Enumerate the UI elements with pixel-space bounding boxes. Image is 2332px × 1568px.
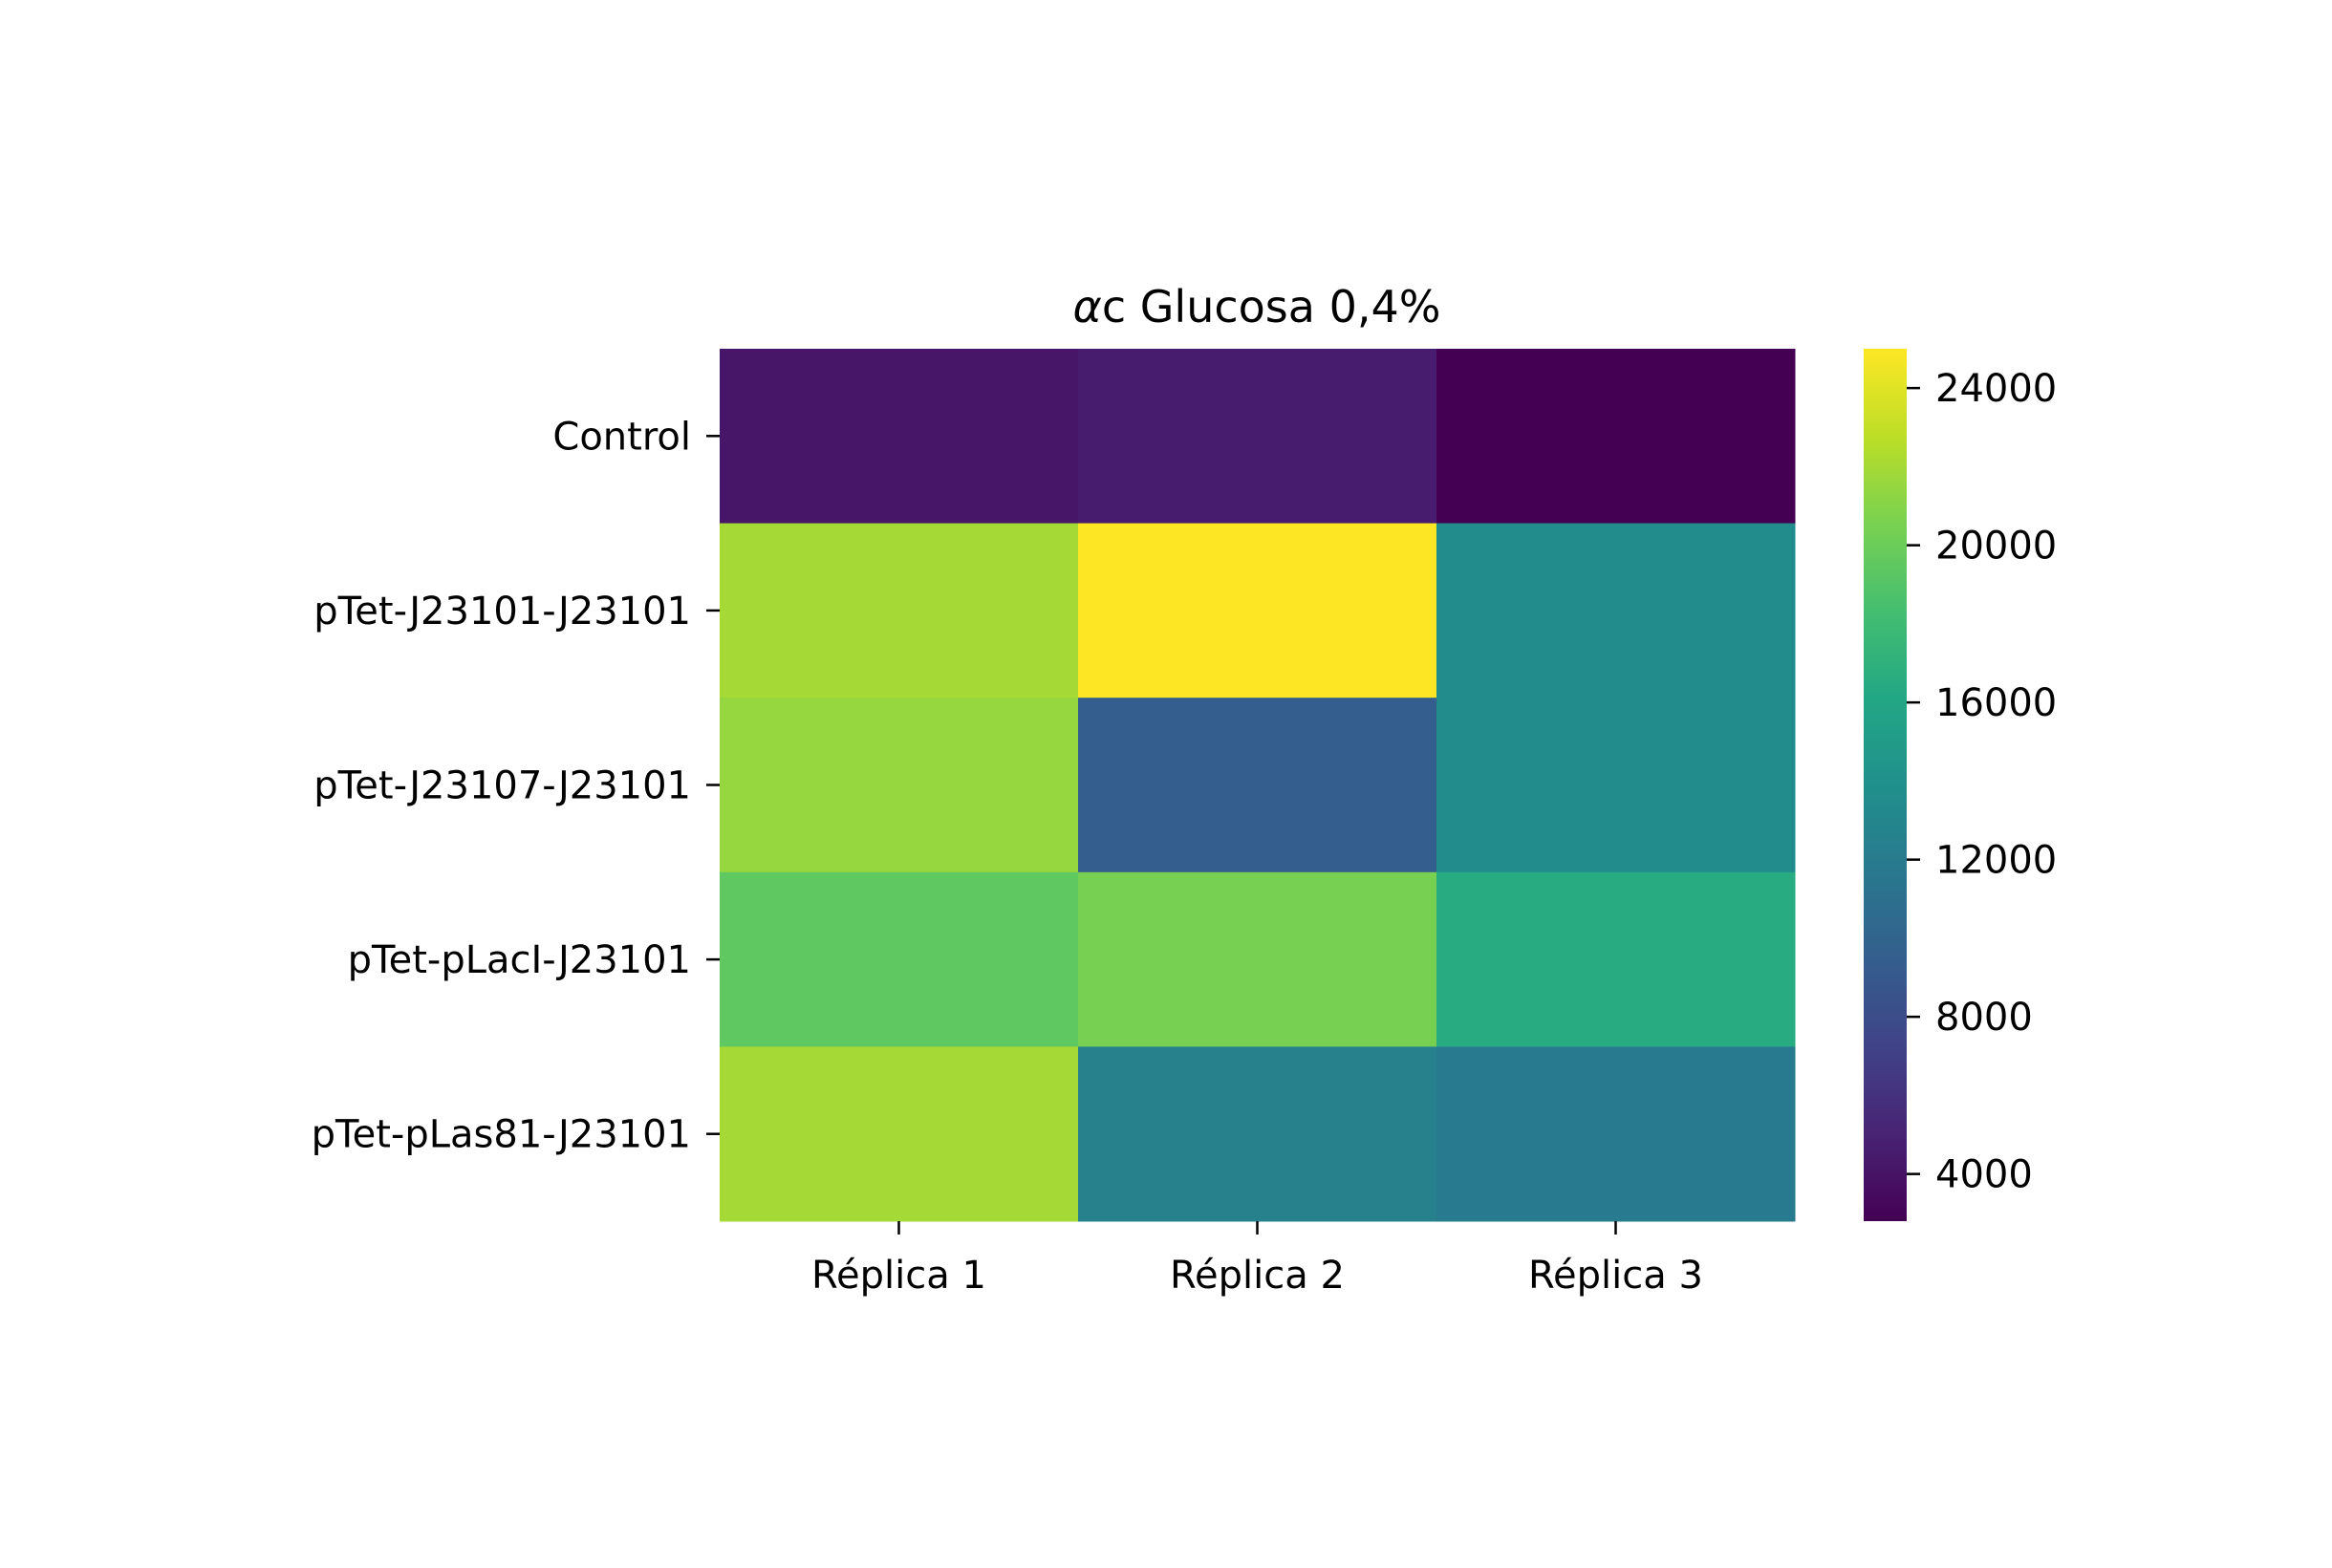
title-alpha: α — [1073, 281, 1102, 333]
colorbar-gradient — [1864, 349, 1907, 1221]
x-axis: Réplica 1 Réplica 2 Réplica 3 — [811, 1221, 1703, 1298]
y-tick-label: pTet-J23101-J23101 — [313, 590, 691, 634]
heatmap-cell — [1078, 523, 1437, 698]
y-tick-label: pTet-pLacI-J23101 — [348, 938, 691, 982]
colorbar-tick-label: 8000 — [1935, 996, 2033, 1040]
colorbar-tick-label: 20000 — [1935, 525, 2057, 569]
y-tick-label: pTet-J23107-J23101 — [313, 764, 691, 808]
heatmap-cell — [1436, 349, 1796, 525]
colorbar-tick-label: 16000 — [1935, 681, 2057, 725]
x-tick-label: Réplica 2 — [1170, 1254, 1345, 1298]
heatmap-cell — [1436, 871, 1796, 1047]
heatmap-cell — [720, 349, 1079, 525]
heatmap-cell — [1436, 1046, 1796, 1222]
heatmap-cell — [720, 698, 1079, 873]
y-tick-label: pTet-pLas81-J23101 — [312, 1113, 691, 1157]
heatmap-cell — [1436, 523, 1796, 698]
heatmap-cell — [1078, 349, 1437, 525]
colorbar: 4000 8000 12000 16000 20000 24000 — [1864, 349, 2057, 1221]
heatmap-cell — [720, 523, 1079, 698]
heatmap-cell — [1078, 871, 1437, 1047]
y-axis: Control pTet-J23101-J23101 pTet-J23107-J23… — [312, 415, 720, 1157]
heatmap-cell — [1078, 1046, 1437, 1222]
y-tick-label: Control — [552, 415, 691, 459]
title-text: c Glucosa 0,4% — [1102, 281, 1441, 333]
heatmap-cells — [720, 349, 1796, 1222]
chart-title: αc Glucosa 0,4% — [1073, 281, 1441, 333]
x-tick-label: Réplica 3 — [1528, 1254, 1703, 1298]
colorbar-tick-label: 4000 — [1935, 1153, 2033, 1197]
heatmap-cell — [1436, 698, 1796, 873]
heatmap-cell — [1078, 698, 1437, 873]
heatmap-cell — [720, 871, 1079, 1047]
heatmap-cell — [720, 1046, 1079, 1222]
colorbar-tick-label: 12000 — [1935, 839, 2057, 883]
colorbar-tick-label: 24000 — [1935, 367, 2057, 411]
x-tick-label: Réplica 1 — [811, 1254, 986, 1298]
